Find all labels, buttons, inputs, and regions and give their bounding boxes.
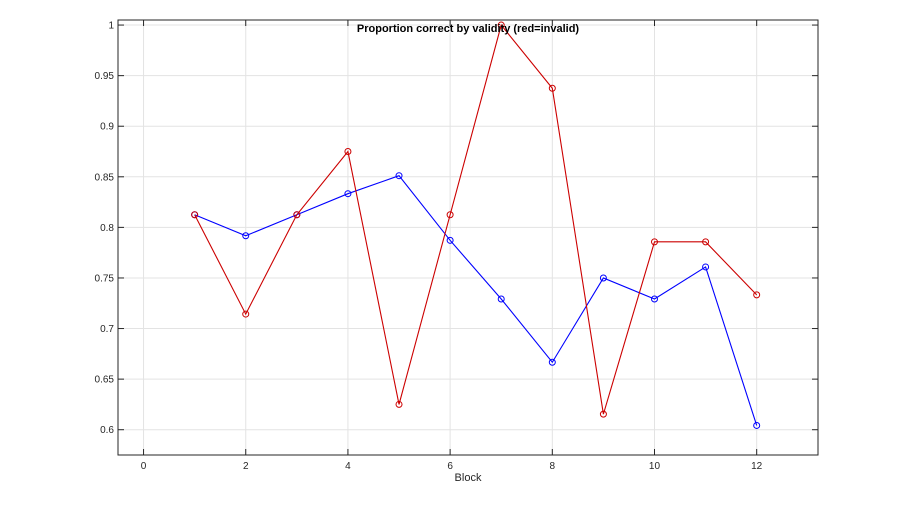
data-point [599, 410, 607, 418]
x-tick-label: 0 [141, 461, 147, 472]
x-tick-label: 4 [345, 461, 351, 472]
data-point [191, 211, 199, 219]
y-tick-label: 0.6 [100, 425, 114, 436]
data-point [548, 84, 556, 92]
data-point [242, 310, 250, 318]
data-point [395, 172, 403, 180]
x-tick-label: 10 [649, 461, 661, 472]
data-point [344, 190, 352, 198]
y-tick-label: 0.65 [95, 375, 115, 386]
data-point [497, 295, 505, 303]
data-point [395, 400, 403, 408]
x-tick-label: 12 [751, 461, 763, 472]
data-point [650, 238, 658, 246]
y-ticks: 0.6 0.65 0.7 0.75 0.8 0.85 0.9 0.95 1 [95, 21, 818, 436]
data-point [242, 232, 250, 240]
data-point [753, 291, 761, 299]
plot-area-frame [117, 19, 819, 456]
data-point [548, 358, 556, 366]
x-axis-label: Block [455, 472, 482, 484]
grid [118, 20, 818, 455]
y-tick-label: 0.8 [100, 223, 114, 234]
x-tick-label: 8 [550, 461, 556, 472]
series-line [194, 175, 758, 426]
data-point [497, 21, 505, 29]
series-layer [191, 21, 761, 429]
data-point [702, 263, 710, 271]
y-tick-label: 0.95 [95, 71, 115, 82]
data-point [293, 211, 301, 219]
y-tick-label: 1 [108, 21, 114, 32]
series-line [194, 23, 758, 415]
data-point [650, 295, 658, 303]
y-tick-label: 0.7 [100, 324, 114, 335]
y-tick-label: 0.85 [95, 172, 115, 183]
x-ticks: 0 2 4 6 8 10 12 [141, 20, 763, 472]
data-point [446, 211, 454, 219]
data-point [446, 236, 454, 244]
y-tick-label: 0.9 [100, 122, 114, 133]
x-tick-label: 2 [243, 461, 249, 472]
data-point [753, 421, 761, 429]
data-point [599, 274, 607, 282]
chart-title: Proportion correct by validity (red=inva… [357, 23, 580, 35]
data-point [344, 148, 352, 156]
data-point [702, 238, 710, 246]
series-2 [191, 21, 761, 418]
y-tick-label: 0.75 [95, 273, 115, 284]
series-1 [191, 172, 761, 429]
x-tick-label: 6 [447, 461, 453, 472]
